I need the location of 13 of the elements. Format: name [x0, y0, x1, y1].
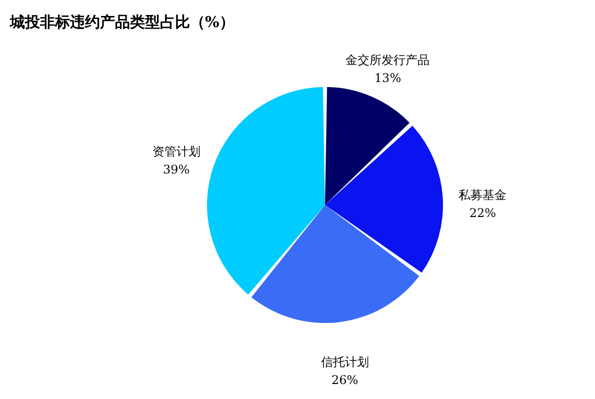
chart-title: 城投非标违约产品类型占比（%）	[9, 13, 234, 31]
pie-slice	[325, 87, 410, 205]
slice-label: 金交所发行产品	[346, 52, 430, 67]
slice-label: 资管计划	[152, 144, 200, 158]
data-label: 26%	[331, 372, 358, 387]
data-label: 39%	[163, 162, 190, 176]
slice-label: 信托计划	[320, 354, 369, 369]
slice-label: 私募基金	[458, 188, 507, 202]
pie-slice	[325, 126, 443, 273]
data-label: 22%	[469, 206, 496, 220]
data-label: 13%	[374, 70, 402, 85]
pie-slice	[251, 205, 420, 323]
pie-slice	[207, 87, 325, 295]
